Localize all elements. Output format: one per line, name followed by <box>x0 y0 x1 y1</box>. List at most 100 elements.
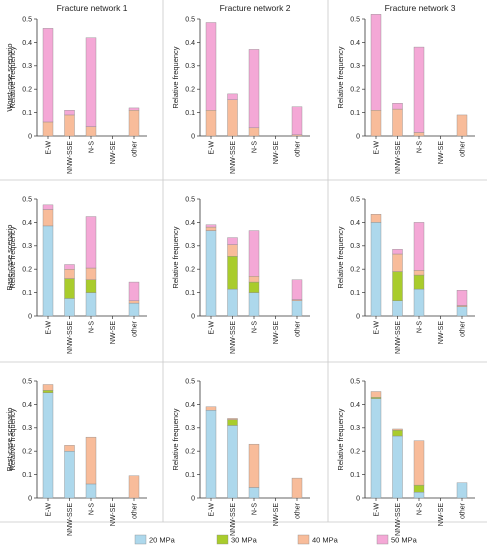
bar-segment <box>42 204 54 210</box>
bar-segment <box>205 224 217 228</box>
x-tick-label: other <box>295 320 302 337</box>
y-tick-label: 0.1 <box>22 290 32 297</box>
bar-segment <box>291 279 303 300</box>
y-axis-label: Relative frequency <box>171 408 180 470</box>
panel: Relative frequency 0 0.1 0.2 0.3 0.4 0.5 E-W NNW… <box>171 16 310 174</box>
bar-segment <box>85 267 97 280</box>
x-tick-label: other <box>132 502 139 519</box>
x-tick-label: N-S <box>417 141 424 153</box>
bar-segment <box>413 274 425 290</box>
y-tick-label: 0.5 <box>350 196 360 203</box>
y-tick-label: 0 <box>356 313 360 320</box>
x-tick-label: NW-SE <box>438 321 445 345</box>
y-axis-label: Relative frequency <box>8 46 17 108</box>
x-tick-label: E-W <box>209 321 216 335</box>
bar-segment <box>413 270 425 276</box>
y-tick-label: 0.4 <box>350 220 360 227</box>
y-axis-label: Relative frequency <box>8 226 17 288</box>
legend: 20 MPa 30 MPa 40 MPa 50 MPa <box>134 534 418 545</box>
y-tick-label: 0.4 <box>185 220 195 227</box>
y-tick-label: 0.3 <box>350 425 360 432</box>
y-tick-label: 0.1 <box>185 290 195 297</box>
bar-segment <box>456 290 468 306</box>
bar-segment <box>392 428 403 431</box>
panel: Relative frequency 0 0.1 0.2 0.3 0.4 0.5 E-W NNW… <box>171 196 310 354</box>
bar-segment <box>42 390 54 393</box>
bar-segment <box>413 440 425 486</box>
bar-segment <box>42 384 54 391</box>
y-tick-label: 0.2 <box>22 87 32 94</box>
bar-segment <box>370 14 382 111</box>
y-tick-label: 0.3 <box>185 243 195 250</box>
x-tick-label: NNW-SSE <box>67 503 74 536</box>
column-headers: Fracture network 1 Fracture network 2 Frac… <box>57 3 456 13</box>
y-tick-label: 0.1 <box>350 110 360 117</box>
column-header: Fracture network 1 <box>57 3 128 13</box>
bar-segment <box>42 225 54 317</box>
bar-segment <box>128 475 140 499</box>
x-tick-label: other <box>460 140 467 157</box>
y-tick-label: 0.2 <box>350 449 360 456</box>
y-axis-label: Relative frequency <box>336 46 345 108</box>
column-header: Fracture network 3 <box>385 3 456 13</box>
bar-segment <box>64 264 75 270</box>
y-tick-label: 0.3 <box>185 425 195 432</box>
bar-segment <box>370 214 382 223</box>
bar-segment <box>128 281 140 301</box>
x-tick-label: NW-SE <box>273 503 280 527</box>
bar-segment <box>392 429 403 437</box>
panel-grid-lines <box>0 0 487 523</box>
bar-segment <box>128 110 140 137</box>
x-tick-label: E-W <box>209 141 216 155</box>
y-tick-label: 0.2 <box>350 267 360 274</box>
bar-segment <box>227 237 238 245</box>
x-tick-label: NNW-SSE <box>395 321 402 354</box>
x-tick-label: NW-SE <box>438 141 445 165</box>
bar-segment <box>205 230 217 317</box>
y-axis-label: Relative frequency <box>171 226 180 288</box>
bar-segment <box>413 46 425 133</box>
y-tick-label: 0 <box>191 313 195 320</box>
y-axis-label: Relative frequency <box>336 408 345 470</box>
y-tick-label: 0 <box>28 495 32 502</box>
y-tick-label: 0.5 <box>22 196 32 203</box>
y-tick-label: 0.2 <box>350 87 360 94</box>
bar-segment <box>85 292 97 317</box>
y-tick-label: 0.2 <box>22 449 32 456</box>
bar-segment <box>128 107 140 111</box>
row-label: Worst-case scenario <box>5 43 14 111</box>
bar-segment <box>291 106 303 136</box>
bar-segment <box>248 127 260 137</box>
bar-segment <box>392 103 403 110</box>
row-label: Best-case scenario <box>5 408 14 472</box>
bar-segment <box>227 256 238 290</box>
x-tick-label: E-W <box>46 141 53 155</box>
legend-item: 30 MPa <box>216 534 258 545</box>
x-tick-label: N-S <box>252 503 259 515</box>
y-axis-label: Relative frequency <box>8 408 17 470</box>
bar-segment <box>85 483 97 499</box>
y-tick-label: 0.4 <box>185 402 195 409</box>
panel: Relative frequency 0 0.1 0.2 0.3 0.4 0.5 E-W NNW… <box>336 14 475 174</box>
legend-swatch <box>216 534 229 545</box>
bar-segment <box>205 226 217 231</box>
x-tick-label: NW-SE <box>273 141 280 165</box>
row-label: Base-case scenario <box>5 225 14 291</box>
y-tick-label: 0.5 <box>350 16 360 23</box>
panel: Relative frequency 0 0.1 0.2 0.3 0.4 0.5 E-W NNW… <box>336 378 475 536</box>
x-tick-label: NW-SE <box>110 503 117 527</box>
x-tick-label: NNW-SSE <box>395 503 402 536</box>
bar-segment <box>128 300 140 304</box>
y-tick-label: 0 <box>191 133 195 140</box>
legend-swatch <box>134 534 147 545</box>
x-tick-label: NNW-SSE <box>230 503 237 536</box>
bar-segment <box>248 276 260 283</box>
y-tick-label: 0.3 <box>185 63 195 70</box>
x-tick-label: other <box>295 502 302 519</box>
y-tick-label: 0.1 <box>22 110 32 117</box>
bar-segment <box>370 398 382 499</box>
y-tick-label: 0.5 <box>185 378 195 385</box>
bar-segment <box>392 108 403 137</box>
